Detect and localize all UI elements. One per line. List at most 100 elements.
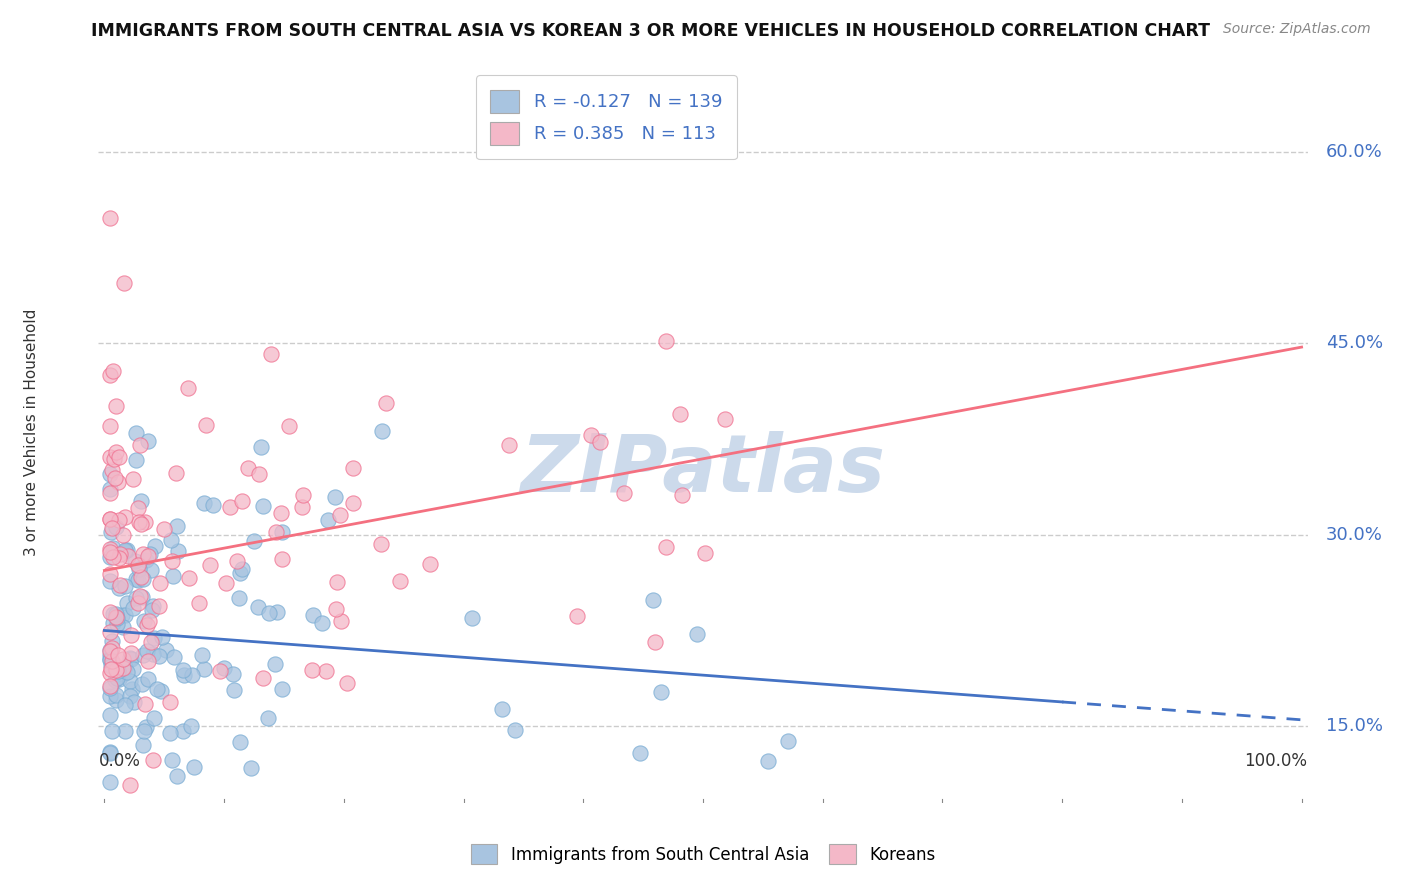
Point [124,554,146,568]
Point [172,723,194,738]
Point [165,466,187,480]
Point [141,635,163,649]
Point [108,673,131,687]
Point [167,543,190,558]
Text: 100.0%: 100.0% [1244,753,1308,771]
Point [183,759,205,773]
Point [100,689,122,703]
Point [628,746,651,760]
Point [121,681,143,696]
Point [101,656,124,670]
Point [104,693,127,707]
Point [100,653,122,667]
Point [180,668,202,682]
Point [323,490,346,504]
Point [100,545,122,559]
Legend: Immigrants from South Central Asia, Koreans: Immigrants from South Central Asia, Kore… [464,838,942,871]
Point [271,681,294,696]
Point [100,745,122,759]
Point [100,665,122,680]
Text: 3 or more Vehicles in Household: 3 or more Vehicles in Household [24,309,39,557]
Point [190,648,212,662]
Point [128,437,150,451]
Point [112,661,135,675]
Point [326,574,349,589]
Point [120,646,142,660]
Point [104,399,127,413]
Point [329,614,352,628]
Point [100,652,122,666]
Point [107,664,129,678]
Point [101,463,124,477]
Point [162,569,184,583]
Point [257,711,280,725]
Point [112,276,135,290]
Point [149,683,172,698]
Point [239,760,262,774]
Point [136,644,159,658]
Point [172,663,194,677]
Point [100,368,122,383]
Point [100,521,122,535]
Point [136,672,159,686]
Point [669,408,692,422]
Point [100,574,122,589]
Point [103,452,125,467]
Point [105,611,128,625]
Point [264,657,287,672]
Point [316,513,339,527]
Point [120,628,142,642]
Point [148,599,170,614]
Point [107,475,129,489]
Point [100,681,122,696]
Point [150,631,173,645]
Point [117,549,139,563]
Point [112,662,135,676]
Point [127,574,149,588]
Point [266,524,288,539]
Point [138,614,160,628]
Point [685,626,707,640]
Point [461,847,484,861]
Point [143,711,166,725]
Point [115,596,138,610]
Point [134,515,156,529]
Text: 0.0%: 0.0% [98,753,141,771]
Point [118,689,141,703]
Point [419,557,441,571]
Point [714,411,737,425]
Point [127,558,149,572]
Point [160,753,183,767]
Point [644,634,666,648]
Point [311,616,333,631]
Point [173,668,195,682]
Point [114,723,136,738]
Point [121,662,143,676]
Point [370,537,392,551]
Point [135,553,157,567]
Point [101,607,124,621]
Point [127,500,149,515]
Point [375,396,398,410]
Point [650,684,672,698]
Point [101,654,124,668]
Point [212,661,235,675]
Point [100,550,122,565]
Point [108,577,131,591]
Point [270,506,292,520]
Point [125,572,148,586]
Point [105,444,128,458]
Point [115,543,138,558]
Point [613,486,636,500]
Point [127,596,149,610]
Point [155,643,177,657]
Point [301,664,323,678]
Point [695,546,717,560]
Point [108,547,131,561]
Point [104,688,127,702]
Point [149,575,172,590]
Point [108,513,131,527]
Text: 30.0%: 30.0% [1326,525,1382,544]
Point [503,723,526,738]
Point [107,616,129,631]
